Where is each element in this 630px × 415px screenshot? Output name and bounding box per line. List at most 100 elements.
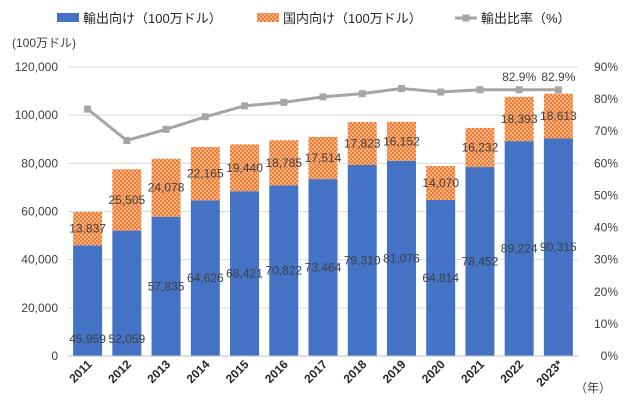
left-axis-unit-label: (100万ドル) — [12, 36, 76, 50]
ratio-point — [515, 86, 523, 94]
bar-export — [269, 185, 299, 356]
x-axis-tick-label: 2020 — [419, 357, 448, 386]
bar-domestic — [151, 158, 181, 217]
bar-domestic — [112, 169, 142, 231]
domestic-value-label: 19,440 — [226, 161, 263, 175]
export-value-label: 90,315 — [540, 240, 577, 254]
x-axis-tick-label: 2018 — [341, 357, 370, 386]
ratio-point — [397, 85, 405, 93]
x-axis-tick-label: 2021 — [458, 357, 487, 386]
bar-export — [347, 164, 377, 356]
domestic-value-label: 22,165 — [187, 167, 224, 181]
legend-swatch — [257, 13, 279, 22]
legend-swatch — [57, 13, 79, 22]
x-axis-tick-label: 2023* — [533, 357, 565, 389]
export-value-label: 64,626 — [187, 271, 224, 285]
x-axis-unit-label: （年） — [575, 381, 611, 395]
ratio-point — [201, 113, 209, 121]
bar-export — [190, 200, 220, 356]
domestic-value-label: 17,514 — [305, 151, 342, 165]
domestic-value-label: 16,232 — [462, 141, 499, 155]
domestic-value-label: 18,393 — [501, 112, 538, 126]
right-axis-tick-label: 40% — [594, 221, 618, 235]
x-axis-tick-label: 2014 — [184, 357, 213, 386]
left-axis-tick-label: 20,000 — [21, 301, 58, 315]
bar-domestic — [465, 127, 495, 168]
right-axis-tick-label: 10% — [594, 317, 618, 331]
export-value-label: 57,835 — [148, 279, 185, 293]
bar-export — [386, 160, 416, 356]
x-axis-tick-label: 2017 — [301, 357, 330, 386]
domestic-value-label: 24,078 — [148, 181, 185, 195]
export-value-label: 79,310 — [344, 253, 381, 267]
bar-export — [73, 245, 103, 356]
bar-domestic — [386, 121, 416, 161]
bar-domestic — [308, 136, 338, 180]
export-value-label: 81,076 — [383, 251, 420, 265]
domestic-value-label: 14,070 — [422, 176, 459, 190]
right-axis-tick-label: 50% — [594, 188, 618, 202]
ratio-point — [319, 93, 327, 101]
legend-label: 輸出向け（100万ドル） — [83, 11, 222, 26]
bar-domestic — [269, 140, 299, 186]
bar-export — [543, 138, 573, 356]
right-axis-tick-label: 80% — [594, 92, 618, 106]
ratio-point — [123, 137, 131, 145]
export-value-label: 45,959 — [69, 332, 106, 346]
bar-export — [504, 141, 534, 356]
bar-domestic — [504, 96, 534, 142]
bar-domestic — [190, 146, 220, 201]
domestic-value-label: 16,152 — [383, 134, 420, 148]
x-axis-tick-label: 2013 — [144, 357, 173, 386]
export-value-label: 78,452 — [462, 255, 499, 269]
ratio-value-label: 82.9% — [541, 70, 575, 84]
domestic-value-label: 13,837 — [69, 222, 106, 236]
bar-domestic — [73, 211, 103, 246]
bar-domestic — [230, 144, 260, 192]
right-axis-tick-label: 0% — [601, 349, 619, 363]
bar-domestic — [347, 122, 377, 165]
left-axis-tick-label: 40,000 — [21, 253, 58, 267]
ratio-point — [358, 90, 366, 98]
ratio-point — [241, 102, 249, 110]
ratio-point — [162, 125, 170, 133]
bar-export — [426, 199, 456, 356]
export-value-label: 70,822 — [265, 264, 302, 278]
bar-domestic — [543, 93, 573, 139]
ratio-point — [437, 88, 445, 96]
domestic-value-label: 18,785 — [265, 156, 302, 170]
export-value-label: 64,814 — [422, 271, 459, 285]
x-axis-tick-label: 2019 — [380, 357, 409, 386]
right-axis-tick-label: 90% — [594, 60, 618, 74]
export-value-label: 73,464 — [305, 261, 342, 275]
right-axis-tick-label: 30% — [594, 253, 618, 267]
left-axis-tick-label: 0 — [51, 349, 58, 363]
x-axis-tick-label: 2015 — [223, 357, 252, 386]
export-value-label: 89,224 — [501, 242, 538, 256]
legend-swatch-marker — [462, 14, 470, 22]
bar-export — [112, 230, 142, 356]
ratio-point — [84, 105, 92, 113]
bar-domestic — [426, 166, 456, 200]
x-axis-tick-label: 2011 — [66, 357, 95, 386]
ratio-line — [84, 85, 562, 145]
bar-export — [151, 216, 181, 356]
legend: 輸出向け（100万ドル） 国内向け（100万ドル） 輸出比率（%） — [57, 11, 571, 26]
bar-export — [465, 167, 495, 356]
legend-label: 国内向け（100万ドル） — [283, 11, 422, 26]
ratio-point — [554, 86, 562, 94]
export-value-label: 52,059 — [108, 332, 145, 346]
bar-export — [230, 191, 260, 356]
domestic-value-label: 18,613 — [540, 109, 577, 123]
domestic-value-label: 17,823 — [344, 137, 381, 151]
left-axis-tick-label: 80,000 — [21, 156, 58, 170]
right-axis-tick-label: 60% — [594, 156, 618, 170]
left-axis-tick-label: 60,000 — [21, 205, 58, 219]
right-axis-tick-label: 70% — [594, 124, 618, 138]
x-axis-tick-label: 2016 — [262, 357, 291, 386]
x-axis-tick-label: 2022 — [497, 357, 526, 386]
bar-export — [308, 179, 338, 356]
domestic-value-label: 25,505 — [108, 193, 145, 207]
ratio-value-label: 82.9% — [502, 70, 536, 84]
